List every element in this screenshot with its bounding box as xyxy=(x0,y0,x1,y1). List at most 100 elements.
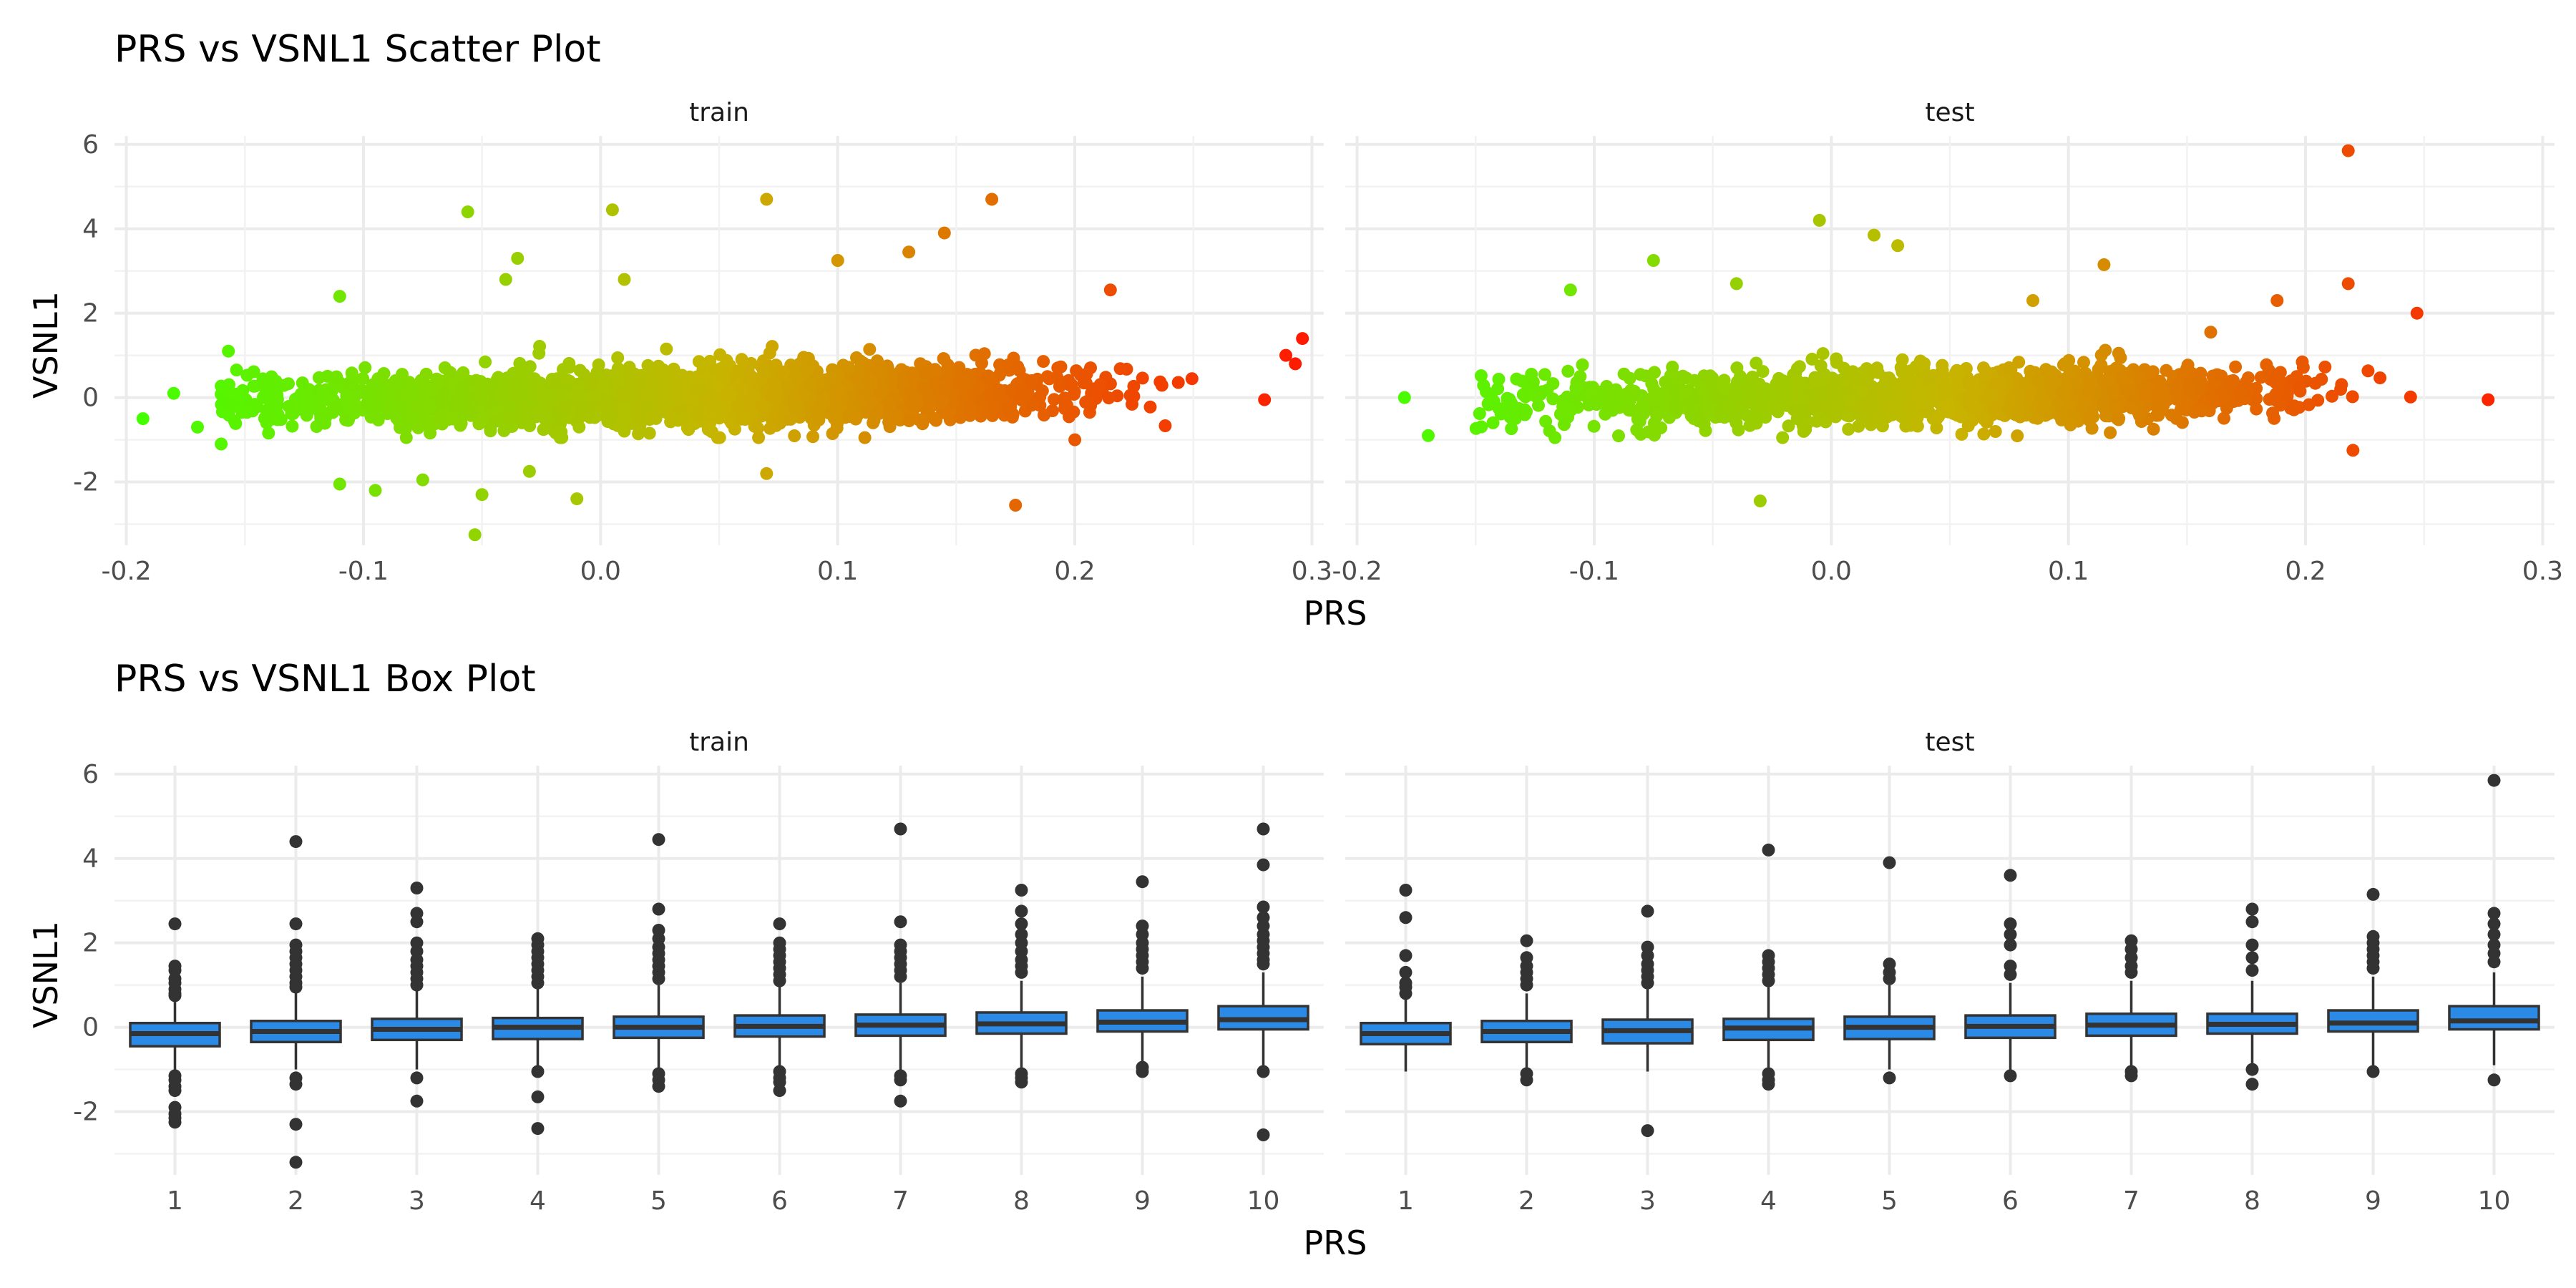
scatter-point xyxy=(1805,352,1819,366)
scatter-point xyxy=(941,358,955,371)
box-test-6 xyxy=(1964,869,2057,1083)
scatter-point xyxy=(2361,364,2375,378)
box-y-tick-label: -2 xyxy=(73,1098,99,1127)
scatter-point xyxy=(1980,392,1994,406)
scatter-point xyxy=(475,384,489,397)
scatter-point xyxy=(1491,382,1505,396)
scatter-point xyxy=(2270,294,2284,307)
scatter-point xyxy=(424,426,437,440)
scatter-point xyxy=(1035,384,1049,398)
scatter-point xyxy=(643,426,656,440)
scatter-point xyxy=(533,340,547,353)
box-outlier xyxy=(894,970,907,983)
scatter-point xyxy=(515,365,529,378)
scatter-point xyxy=(2002,361,2016,374)
scatter-point xyxy=(1482,398,1496,411)
scatter-point xyxy=(555,425,568,439)
box-train-4 xyxy=(492,932,584,1136)
scatter-point xyxy=(1936,368,1949,381)
box-panel-strip-train: train xyxy=(689,728,749,757)
box-train-1 xyxy=(129,917,221,1129)
scatter-title: PRS vs VSNL1 Scatter Plot xyxy=(114,28,601,71)
scatter-point xyxy=(222,344,235,358)
box-x-axis-label: PRS xyxy=(1304,1224,1367,1262)
box-outlier xyxy=(1136,875,1149,889)
scatter-point xyxy=(2233,385,2247,399)
scatter-x-tick-label: 0.1 xyxy=(817,557,858,586)
box-outlier xyxy=(2124,965,2138,979)
scatter-point xyxy=(1938,387,1952,401)
scatter-point xyxy=(618,404,631,418)
scatter-point xyxy=(270,376,283,389)
scatter-point xyxy=(1076,371,1090,384)
scatter-point xyxy=(358,361,372,374)
scatter-point xyxy=(420,379,434,393)
scatter-point xyxy=(853,395,867,409)
scatter-point xyxy=(649,375,663,389)
scatter-point xyxy=(1561,364,1575,378)
scatter-point xyxy=(1729,416,1743,429)
scatter-point xyxy=(2326,389,2338,403)
scatter-point xyxy=(2240,375,2253,389)
box-outlier xyxy=(773,974,786,987)
scatter-point xyxy=(2205,389,2218,403)
box-y-tick-label: 6 xyxy=(82,760,99,789)
scatter-point xyxy=(850,351,863,364)
box-outlier xyxy=(1257,1065,1270,1078)
scatter-x-tick-label: -0.1 xyxy=(1569,557,1619,586)
box-outlier xyxy=(410,978,424,992)
scatter-point xyxy=(2290,370,2303,384)
box-outlier xyxy=(531,1122,545,1136)
box-outlier xyxy=(1883,972,1896,985)
scatter-point xyxy=(757,364,771,378)
scatter-point xyxy=(2170,411,2183,425)
scatter-point xyxy=(1515,374,1528,388)
box-outlier xyxy=(1883,1071,1896,1085)
scatter-point xyxy=(475,488,489,502)
scatter-point xyxy=(423,398,436,411)
scatter-point xyxy=(1891,239,1905,253)
scatter-point xyxy=(689,409,703,421)
scatter-point xyxy=(1967,386,1981,399)
scatter-point xyxy=(1561,390,1574,404)
scatter-point xyxy=(535,385,548,399)
scatter-x-tick-label: -0.2 xyxy=(1332,557,1382,586)
scatter-point xyxy=(713,431,726,444)
scatter-point xyxy=(1814,359,1828,373)
scatter-point xyxy=(905,369,919,382)
box-test-8 xyxy=(2206,902,2298,1091)
scatter-point xyxy=(938,384,952,397)
scatter-point xyxy=(1955,409,1968,423)
box-y-tick-label: 4 xyxy=(82,844,99,874)
scatter-point xyxy=(1422,429,1435,442)
scatter-point xyxy=(1590,394,1604,408)
box-train-8 xyxy=(975,884,1068,1089)
scatter-point xyxy=(2064,418,2077,431)
box-outlier xyxy=(168,1116,182,1129)
box-outlier xyxy=(1520,978,1533,992)
scatter-point xyxy=(799,364,813,378)
scatter-point xyxy=(728,422,741,436)
box-x-tick-label: 5 xyxy=(650,1186,667,1216)
scatter-point xyxy=(502,396,516,409)
scatter-point xyxy=(1666,361,1679,374)
scatter-point xyxy=(1634,368,1647,381)
scatter-point xyxy=(1753,494,1767,508)
scatter-point xyxy=(1932,410,1946,424)
scatter-point xyxy=(1628,384,1641,398)
scatter-point xyxy=(330,370,343,384)
scatter-point xyxy=(1556,400,1570,414)
box-x-tick-label: 6 xyxy=(2002,1186,2019,1216)
box-outlier xyxy=(2487,955,2501,969)
scatter-point xyxy=(588,390,602,403)
scatter-point xyxy=(904,385,917,399)
scatter-point xyxy=(2082,385,2095,399)
scatter-point xyxy=(1830,352,1843,366)
box-outlier xyxy=(894,822,907,836)
box-outlier xyxy=(531,976,545,990)
scatter-point xyxy=(2057,358,2070,371)
scatter-point xyxy=(1648,366,1662,379)
scatter-point xyxy=(1155,379,1169,392)
